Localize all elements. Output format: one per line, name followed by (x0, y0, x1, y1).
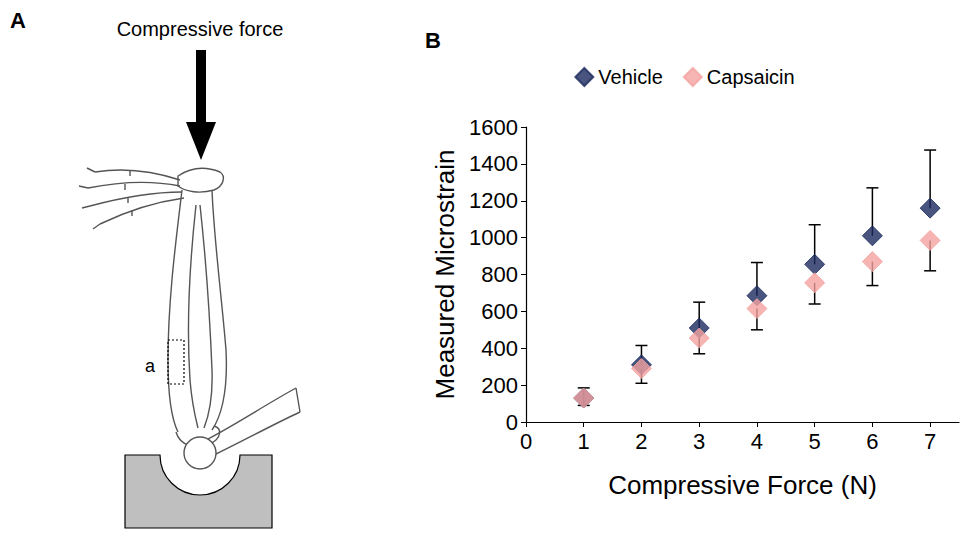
svg-text:1000: 1000 (469, 225, 518, 250)
svg-text:800: 800 (481, 262, 518, 287)
svg-text:1400: 1400 (469, 151, 518, 176)
svg-text:1600: 1600 (469, 115, 518, 140)
svg-text:400: 400 (481, 336, 518, 361)
svg-text:6: 6 (866, 429, 878, 454)
html-text:B: B (425, 28, 441, 53)
svg-text:4: 4 (751, 429, 763, 454)
svg-text:0: 0 (520, 429, 532, 454)
svg-text:3: 3 (693, 429, 705, 454)
svg-text:200: 200 (481, 373, 518, 398)
svg-text:a: a (145, 356, 156, 376)
svg-text:5: 5 (809, 429, 821, 454)
svg-text:Vehicle: Vehicle (598, 66, 663, 88)
svg-text:Measured Microstrain: Measured Microstrain (430, 150, 460, 400)
svg-text:600: 600 (481, 299, 518, 324)
svg-text:2: 2 (635, 429, 647, 454)
svg-text:1: 1 (578, 429, 590, 454)
svg-text:Compressive Force (N): Compressive Force (N) (608, 470, 877, 500)
svg-text:7: 7 (924, 429, 936, 454)
svg-text:1200: 1200 (469, 188, 518, 213)
svg-text:A: A (10, 8, 26, 33)
svg-text:0: 0 (506, 410, 518, 435)
svg-text:Compressive force: Compressive force (117, 18, 284, 40)
svg-text:Capsaicin: Capsaicin (707, 66, 795, 88)
